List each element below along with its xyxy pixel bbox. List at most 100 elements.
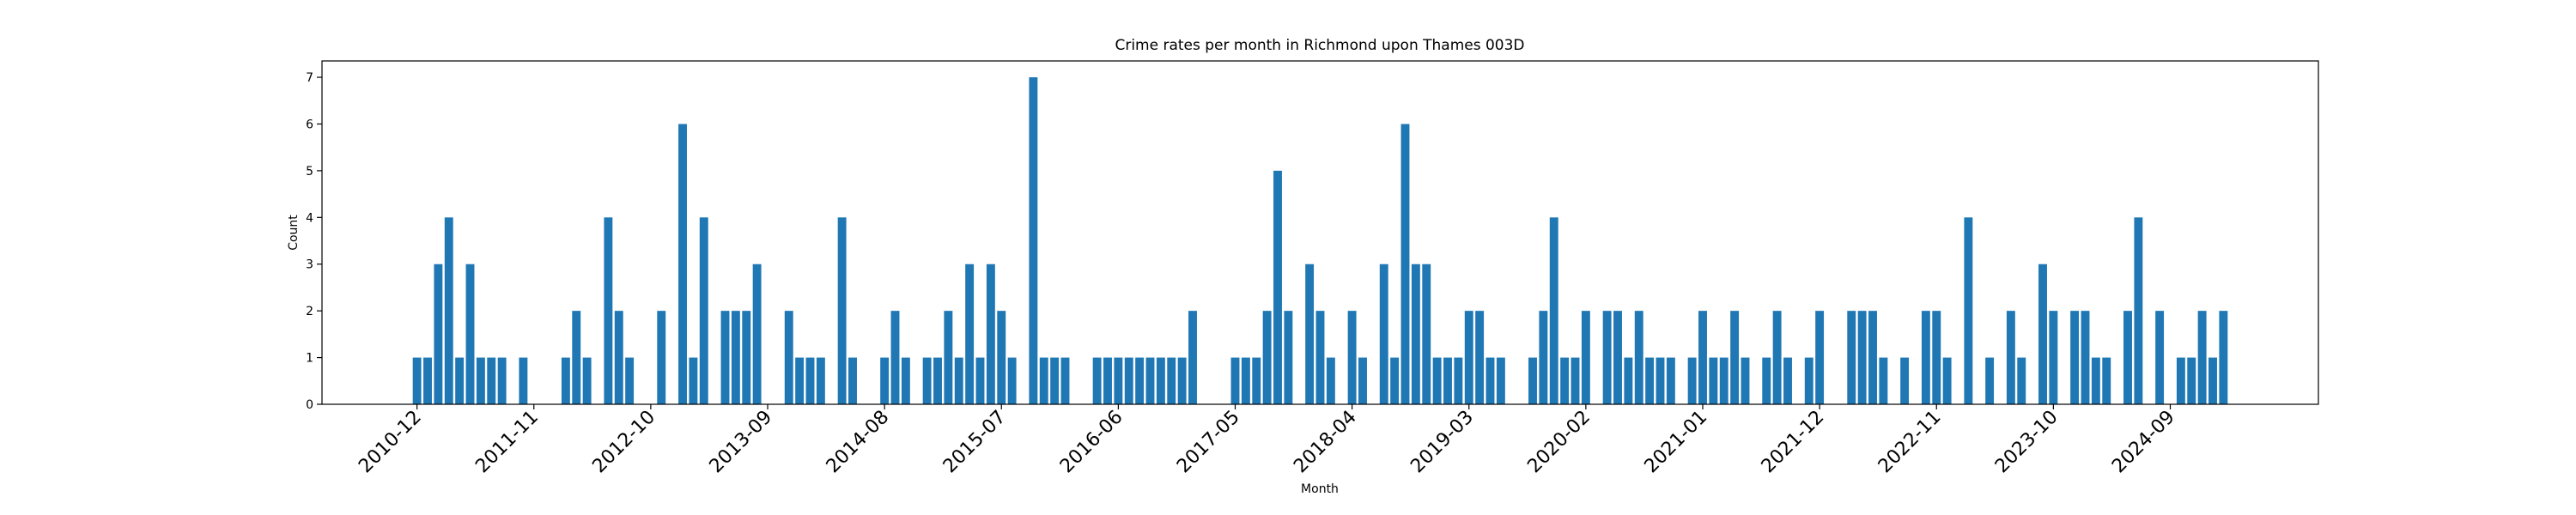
plot-frame [321, 60, 2319, 405]
bar [944, 311, 953, 404]
bar [1772, 311, 1782, 404]
bar [614, 311, 623, 404]
bar [890, 311, 900, 404]
bar [1549, 217, 1558, 404]
bar [2176, 357, 2185, 404]
bar [1422, 264, 1431, 404]
bar [604, 217, 613, 404]
bar [1230, 357, 1240, 404]
bar [1634, 311, 1643, 404]
bar [497, 357, 507, 404]
x-tick-label: 2019-03 [1406, 407, 1478, 478]
bar [689, 357, 698, 404]
x-tick-label: 2023-10 [1991, 407, 2063, 478]
bar [2102, 357, 2111, 404]
x-tick-label: 2013-09 [706, 407, 777, 478]
bar [572, 311, 581, 404]
bar [1432, 357, 1442, 404]
bar [1687, 357, 1697, 404]
bar [1932, 311, 1941, 404]
bar [901, 357, 910, 404]
bar [1379, 264, 1388, 404]
bar [1358, 357, 1367, 404]
x-tick-label: 2017-05 [1173, 407, 1244, 478]
bar [487, 357, 496, 404]
bar [1007, 357, 1017, 404]
bar [1485, 357, 1495, 404]
bar [2155, 311, 2165, 404]
bar [1167, 357, 1176, 404]
bar [1560, 357, 1570, 404]
bar [2208, 357, 2217, 404]
bar [476, 357, 485, 404]
bar [2006, 311, 2015, 404]
bar [837, 217, 847, 404]
x-axis-label: Month [1301, 482, 1339, 496]
x-tick-label: 2016-06 [1056, 407, 1127, 478]
bar [657, 311, 666, 404]
y-tick-label: 5 [306, 165, 313, 179]
bar [1613, 311, 1622, 404]
bar [1921, 311, 1930, 404]
bar [1783, 357, 1792, 404]
bar [2197, 311, 2207, 404]
bar [1114, 357, 1123, 404]
bar [2134, 217, 2143, 404]
bar [519, 357, 528, 404]
bar [922, 357, 932, 404]
bar [1741, 357, 1750, 404]
bar [1804, 357, 1814, 404]
y-tick-label: 3 [306, 258, 313, 272]
bar [1411, 264, 1420, 404]
x-tick-label: 2012-10 [588, 407, 659, 478]
bar [1964, 217, 1973, 404]
bar [1719, 357, 1728, 404]
bar [1177, 357, 1187, 404]
bar [1029, 77, 1038, 405]
bar [1103, 357, 1112, 404]
bar [1464, 311, 1473, 404]
bar [1252, 357, 1261, 404]
bar [1645, 357, 1655, 404]
bar [2219, 311, 2228, 404]
bar [1528, 357, 1537, 404]
bar [1709, 357, 1718, 404]
bar [1124, 357, 1133, 404]
bar [444, 217, 453, 404]
bar [1039, 357, 1048, 404]
bar [816, 357, 825, 404]
bar [1698, 311, 1707, 404]
bar [742, 311, 751, 404]
bar [1390, 357, 1400, 404]
bar [561, 357, 570, 404]
bar [1900, 357, 1910, 404]
bar [465, 264, 475, 404]
bar [1315, 311, 1325, 404]
bar [986, 264, 995, 404]
bar [434, 264, 443, 404]
bar [784, 311, 793, 404]
x-tick-label: 2018-04 [1290, 407, 1361, 478]
bar [1145, 357, 1155, 404]
bar [1815, 311, 1825, 404]
x-tick-label: 2010-12 [355, 407, 426, 478]
bar [1454, 357, 1463, 404]
bar [1624, 357, 1633, 404]
bar [2091, 357, 2100, 404]
bar [997, 311, 1006, 404]
bar [1400, 124, 1410, 404]
y-tick-label: 7 [306, 71, 313, 85]
bar [880, 357, 890, 404]
bar [699, 217, 708, 404]
y-tick-label: 6 [306, 118, 313, 131]
bar [954, 357, 963, 404]
bar [1475, 311, 1485, 404]
bar [1284, 311, 1293, 404]
bar [423, 357, 432, 404]
bar [1060, 357, 1070, 404]
bar [1602, 311, 1612, 404]
bar [1092, 357, 1102, 404]
bar [1571, 357, 1580, 404]
